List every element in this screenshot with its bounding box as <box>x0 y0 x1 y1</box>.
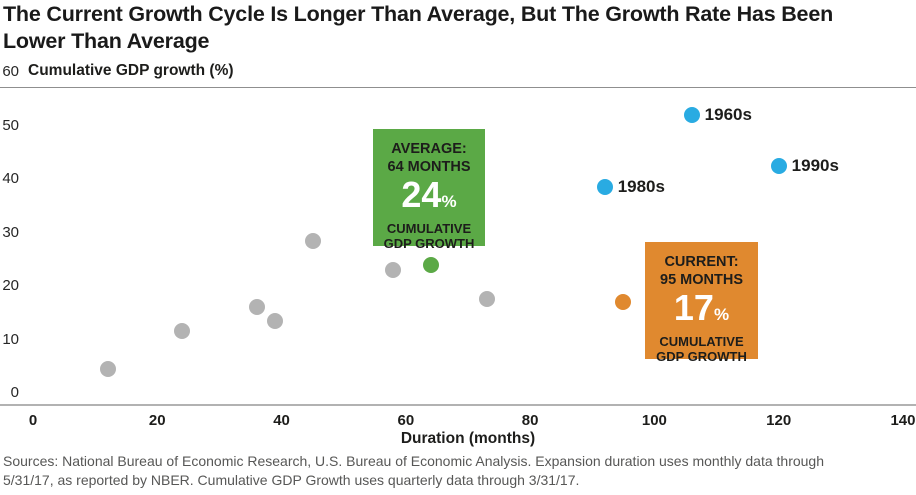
x-tick-80: 80 <box>521 412 539 429</box>
chart-title-line2: Lower Than Average <box>3 29 210 53</box>
source-note-line2: 5/31/17, as reported by NBER. Cumulative… <box>3 471 580 488</box>
current-callout: CURRENT: 95 MONTHS 17% CUMULATIVE GDP GR… <box>645 242 758 364</box>
dot-label-1980s: 1980s <box>617 177 665 197</box>
dot-1980s <box>596 179 613 196</box>
x-axis-title: Duration (months) <box>400 430 536 447</box>
y-tick-40: 40 <box>2 170 19 187</box>
x-tick-20: 20 <box>148 412 166 429</box>
average-callout: AVERAGE: 64 MONTHS 24% CUMULATIVE GDP GR… <box>373 129 485 251</box>
current-callout-caption2: GDP GROWTH <box>656 349 747 364</box>
y-tick-10: 10 <box>2 330 19 348</box>
current-callout-value: 17% <box>673 287 730 328</box>
average-callout-caption1: CUMULATIVE <box>386 221 472 236</box>
average-callout-months: 64 MONTHS <box>387 158 471 175</box>
dot-label-1960s: 1960s <box>704 104 752 124</box>
current-callout-caption1: CUMULATIVE <box>659 334 744 349</box>
x-tick-0: 0 <box>28 412 38 429</box>
x-tick-100: 100 <box>641 412 667 429</box>
x-tick-40: 40 <box>273 412 290 429</box>
dot-1960s <box>683 106 700 123</box>
average-callout-label: AVERAGE: <box>391 141 467 157</box>
y-tick-30: 30 <box>2 223 19 241</box>
source-note: Sources: National Bureau of Economic Res… <box>3 452 913 489</box>
x-axis-line <box>0 404 916 406</box>
dot-expansion <box>174 323 191 340</box>
dot-expansion <box>248 299 265 316</box>
dot-expansion <box>99 360 116 377</box>
y-tick-50: 50 <box>2 116 19 134</box>
chart-title: The Current Growth Cycle Is Longer Than … <box>3 1 833 55</box>
average-callout-caption2: GDP GROWTH <box>383 236 475 251</box>
top-rule <box>0 87 916 88</box>
dot-average <box>422 256 439 273</box>
y-axis-title: Cumulative GDP growth (%) <box>28 62 234 79</box>
dot-1990s <box>770 157 787 174</box>
y-axis-top-tick: 60 <box>2 63 19 80</box>
dot-expansion <box>304 232 321 249</box>
x-tick-60: 60 <box>397 412 415 429</box>
average-callout-value: 24% <box>401 174 457 215</box>
current-callout-label: CURRENT: <box>664 254 739 270</box>
y-tick-20: 20 <box>2 277 19 294</box>
x-tick-140: 140 <box>890 412 916 429</box>
y-tick-0: 0 <box>10 384 19 401</box>
dot-expansion <box>267 312 284 329</box>
source-note-line1: Sources: National Bureau of Economic Res… <box>3 453 825 469</box>
dot-expansion <box>385 261 402 278</box>
x-tick-120: 120 <box>766 412 792 429</box>
dot-label-1990s: 1990s <box>791 155 839 175</box>
dot-current <box>615 294 632 311</box>
chart-title-line1: The Current Growth Cycle Is Longer Than … <box>3 2 834 26</box>
dot-expansion <box>478 291 495 308</box>
current-callout-months: 95 MONTHS <box>660 271 743 288</box>
